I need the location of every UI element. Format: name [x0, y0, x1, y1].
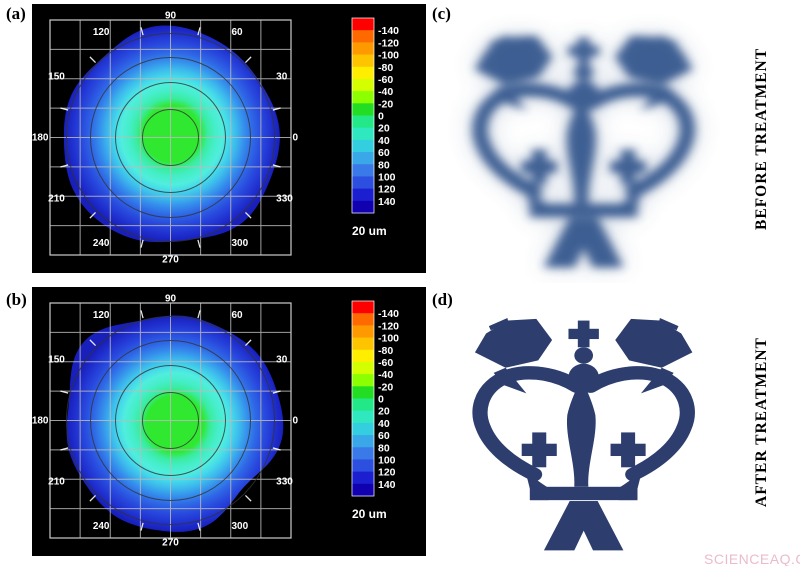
svg-text:120: 120 [378, 184, 396, 196]
svg-text:-80: -80 [378, 62, 393, 74]
svg-text:80: 80 [378, 442, 390, 454]
svg-text:-20: -20 [378, 98, 393, 110]
svg-text:120: 120 [93, 27, 110, 38]
svg-text:120: 120 [93, 310, 110, 321]
svg-text:140: 140 [378, 196, 396, 208]
svg-text:-140: -140 [378, 308, 399, 320]
svg-text:120: 120 [378, 467, 396, 479]
svg-text:210: 210 [48, 194, 65, 205]
svg-text:90: 90 [165, 294, 177, 305]
svg-text:20: 20 [378, 406, 390, 418]
svg-text:-60: -60 [378, 357, 393, 369]
svg-text:-60: -60 [378, 74, 393, 86]
svg-text:80: 80 [378, 159, 390, 171]
svg-text:270: 270 [162, 255, 179, 266]
svg-text:0: 0 [378, 394, 384, 406]
svg-text:30: 30 [276, 72, 288, 83]
svg-text:-40: -40 [378, 86, 393, 98]
svg-text:270: 270 [162, 538, 179, 549]
svg-text:330: 330 [276, 194, 293, 205]
svg-text:240: 240 [93, 238, 110, 249]
svg-text:330: 330 [276, 477, 293, 488]
svg-text:-80: -80 [378, 345, 393, 357]
svg-text:100: 100 [378, 454, 396, 466]
svg-text:180: 180 [32, 416, 49, 427]
svg-text:300: 300 [232, 521, 249, 532]
svg-text:140: 140 [378, 479, 396, 491]
svg-text:100: 100 [378, 171, 396, 183]
svg-text:0: 0 [378, 111, 384, 123]
svg-text:0: 0 [293, 133, 299, 144]
svg-text:240: 240 [93, 521, 110, 532]
svg-text:150: 150 [48, 355, 65, 366]
svg-text:-20: -20 [378, 381, 393, 393]
svg-text:-100: -100 [378, 333, 399, 345]
svg-text:60: 60 [232, 310, 244, 321]
svg-text:-100: -100 [378, 50, 399, 62]
svg-text:90: 90 [165, 11, 177, 22]
svg-text:60: 60 [378, 430, 390, 442]
svg-text:-140: -140 [378, 25, 399, 37]
svg-text:-120: -120 [378, 37, 399, 49]
svg-text:150: 150 [48, 72, 65, 83]
svg-text:210: 210 [48, 477, 65, 488]
svg-text:60: 60 [378, 147, 390, 159]
svg-text:20: 20 [378, 123, 390, 135]
svg-text:20 um: 20 um [352, 224, 387, 238]
svg-text:-120: -120 [378, 320, 399, 332]
svg-text:60: 60 [232, 27, 244, 38]
svg-text:20 um: 20 um [352, 507, 387, 521]
svg-text:300: 300 [232, 238, 249, 249]
svg-text:-40: -40 [378, 369, 393, 381]
svg-text:40: 40 [378, 135, 390, 147]
svg-text:180: 180 [32, 133, 49, 144]
svg-text:0: 0 [293, 416, 299, 427]
svg-text:40: 40 [378, 418, 390, 430]
svg-text:30: 30 [276, 355, 288, 366]
